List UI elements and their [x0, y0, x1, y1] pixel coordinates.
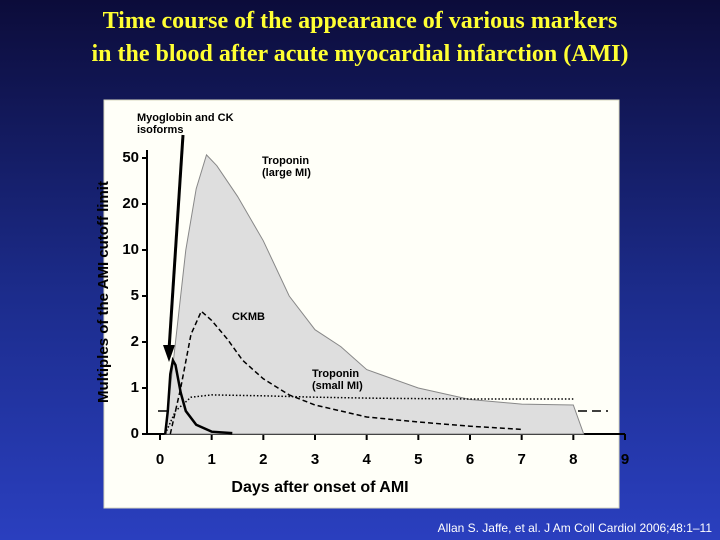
arrow-head: [163, 345, 175, 362]
y-axis-label: Multiples of the AMI cutoff limit: [95, 181, 112, 403]
series-label: Troponin (large MI): [262, 155, 311, 179]
series-label: CKMB: [232, 311, 265, 323]
series-line: [169, 310, 522, 435]
series-label-box: Troponin (large MI): [262, 155, 311, 179]
series-line: [163, 356, 233, 435]
x-tick-label: 9: [621, 451, 629, 468]
slide-title: Time course of the appearance of various…: [102, 8, 618, 34]
y-tick-label: 20: [122, 195, 139, 212]
x-tick-label: 5: [414, 451, 422, 468]
x-tick-label: 4: [362, 451, 371, 468]
citation: Allan S. Jaffe, et al. J Am Coll Cardiol…: [437, 521, 712, 535]
series-label-box: Myoglobin and CK isoforms: [137, 112, 234, 136]
y-tick-label: 10: [122, 241, 139, 258]
y-tick-label: 5: [131, 287, 139, 304]
y-tick-label: 2: [131, 333, 139, 350]
y-tick-label: 1: [131, 379, 139, 396]
x-tick-label: 0: [156, 451, 164, 468]
series-label: Myoglobin and CK isoforms: [137, 112, 234, 136]
series-line: [164, 394, 574, 435]
x-tick-label: 6: [466, 451, 474, 468]
series-label: Troponin (small MI): [312, 368, 363, 392]
arrow: [167, 134, 185, 351]
x-tick-label: 8: [569, 451, 577, 468]
x-tick-label: 7: [517, 451, 525, 468]
x-tick-label: 1: [207, 451, 215, 468]
series-label-box: Troponin (small MI): [312, 368, 363, 392]
x-axis-label: Days after onset of AMI: [231, 479, 408, 496]
x-tick-label: 2: [259, 451, 267, 468]
slide-title: in the blood after acute myocardial infa…: [91, 41, 629, 67]
series-label-box: CKMB: [232, 311, 265, 323]
x-tick-label: 3: [311, 451, 319, 468]
y-tick-label: 0: [131, 425, 139, 442]
y-tick-label: 50: [122, 149, 139, 166]
series-line: [164, 153, 585, 435]
